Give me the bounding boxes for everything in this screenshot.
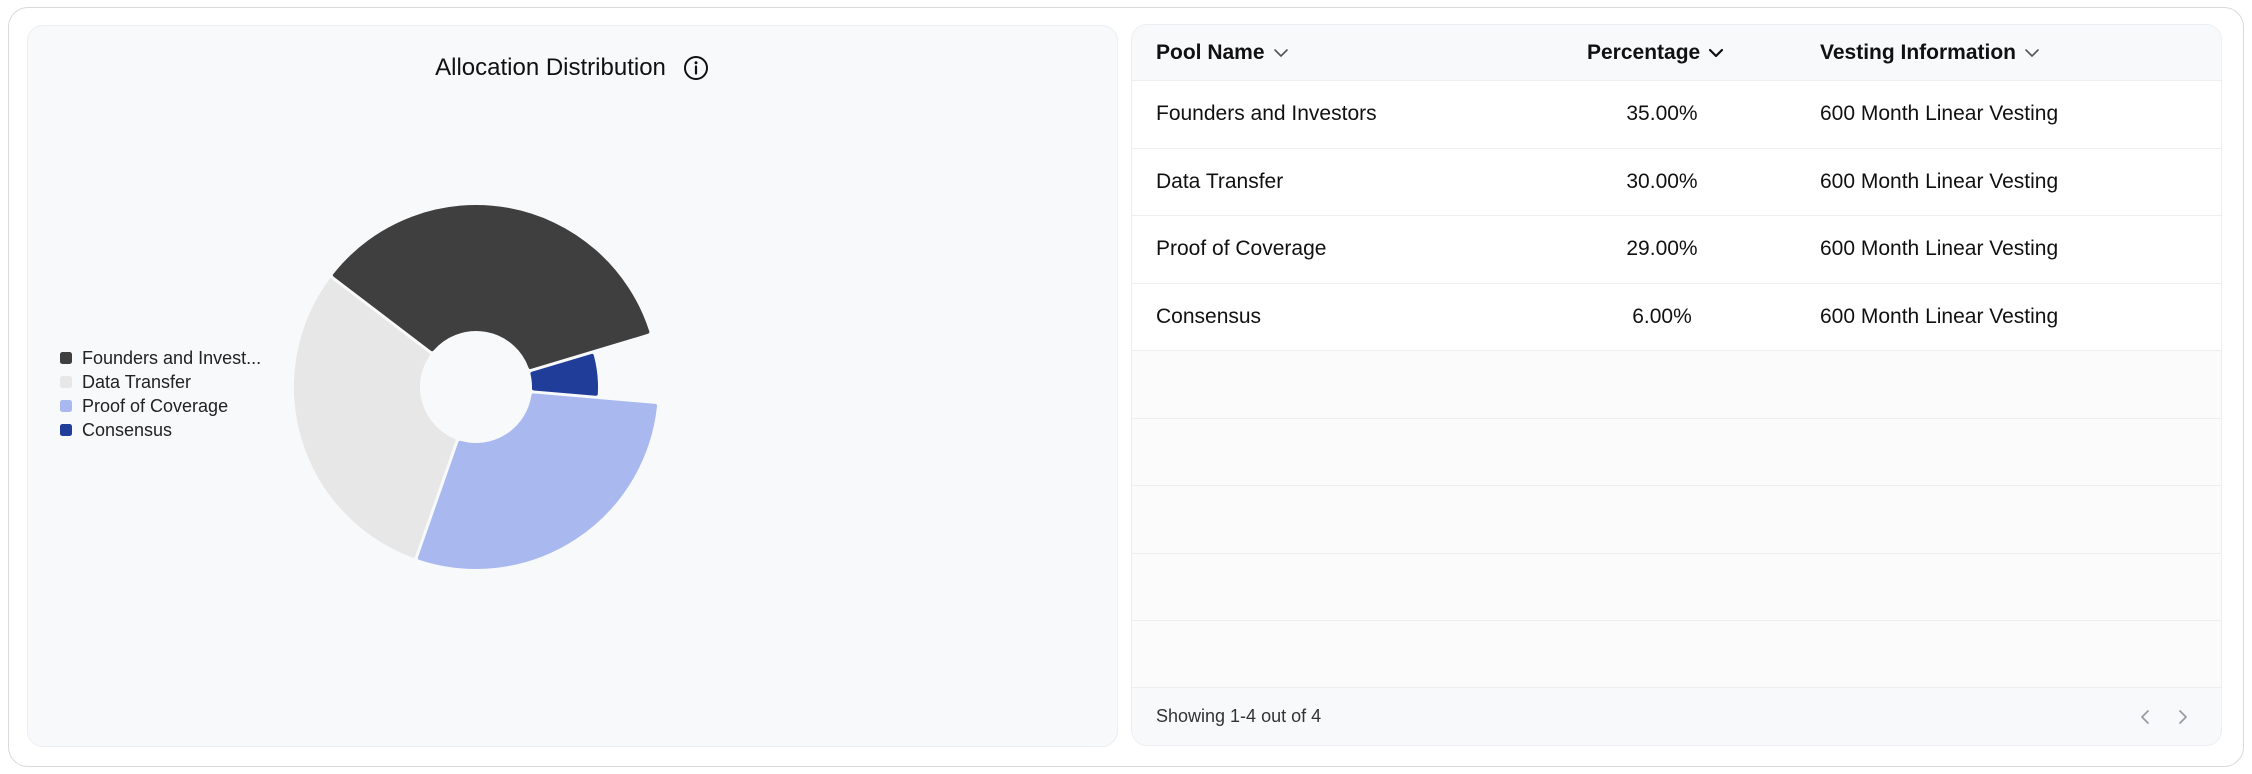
allocation-table-card: Pool Name Percentage Vesting Information…: [1131, 24, 2222, 746]
info-icon[interactable]: [682, 54, 710, 82]
cell-pool-name: Founders and Investors: [1156, 102, 1377, 126]
column-header-percentage[interactable]: Percentage: [1587, 25, 1724, 81]
legend-swatch: [60, 400, 72, 412]
pagination-summary: Showing 1-4 out of 4: [1156, 706, 1322, 726]
cell-pool-name: Consensus: [1156, 304, 1262, 328]
column-header-label: Pool Name: [1156, 41, 1265, 64]
pagination-controls: [2135, 688, 2193, 745]
column-header-label: Vesting Information: [1820, 41, 2017, 64]
chevron-left-icon[interactable]: [2135, 707, 2155, 727]
empty-row: [1132, 486, 2221, 554]
cell-vesting: 600 Month Linear Vesting: [1820, 304, 2059, 328]
allocation-chart-card: Allocation Distribution Founders and Inv…: [27, 25, 1118, 747]
table-row[interactable]: Founders and Investors 35.00% 600 Month …: [1132, 81, 2221, 149]
table-footer: Showing 1-4 out of 4: [1132, 687, 2221, 745]
chart-legend: Founders and Invest... Data Transfer Pro…: [60, 346, 261, 442]
empty-row: [1132, 553, 2221, 621]
legend-swatch: [60, 376, 72, 388]
slice-founders[interactable]: [332, 205, 650, 370]
slice-data-transfer[interactable]: [294, 278, 456, 558]
donut-chart: [294, 205, 658, 569]
legend-label: Founders and Invest...: [82, 347, 262, 368]
empty-row: [1132, 621, 2221, 689]
cell-vesting: 600 Month Linear Vesting: [1820, 237, 2059, 261]
chevron-right-icon[interactable]: [2173, 707, 2193, 727]
chevron-down-icon[interactable]: [1273, 48, 1289, 58]
cell-percentage: 30.00%: [1626, 169, 1698, 193]
table-row[interactable]: Data Transfer 30.00% 600 Month Linear Ve…: [1132, 148, 2221, 216]
legend-item[interactable]: Consensus: [60, 418, 261, 442]
legend-swatch: [60, 352, 72, 364]
legend-label: Data Transfer: [82, 371, 192, 392]
column-header-vesting[interactable]: Vesting Information: [1820, 25, 2040, 81]
legend-item[interactable]: Proof of Coverage: [60, 394, 261, 418]
table-header: Pool Name Percentage Vesting Information: [1132, 25, 2221, 81]
legend-swatch: [60, 424, 72, 436]
table-row[interactable]: Consensus 6.00% 600 Month Linear Vesting: [1132, 283, 2221, 351]
legend-label: Proof of Coverage: [82, 395, 229, 416]
chevron-down-icon[interactable]: [2024, 48, 2040, 58]
cell-percentage: 6.00%: [1632, 304, 1692, 328]
cell-percentage: 35.00%: [1626, 102, 1698, 126]
legend-label: Consensus: [82, 419, 173, 440]
legend-item[interactable]: Founders and Invest...: [60, 346, 261, 370]
cell-pool-name: Data Transfer: [1156, 169, 1284, 193]
column-header-label: Percentage: [1587, 41, 1701, 64]
cell-vesting: 600 Month Linear Vesting: [1820, 102, 2059, 126]
table-body: Founders and Investors 35.00% 600 Month …: [1132, 81, 2221, 689]
column-header-pool-name[interactable]: Pool Name: [1156, 25, 1289, 81]
chevron-down-icon[interactable]: [1708, 48, 1724, 58]
chart-header: Allocation Distribution: [28, 54, 1117, 82]
cell-pool-name: Proof of Coverage: [1156, 237, 1327, 261]
table-row[interactable]: Proof of Coverage 29.00% 600 Month Linea…: [1132, 216, 2221, 284]
chart-title: Allocation Distribution: [435, 54, 666, 81]
empty-row: [1132, 418, 2221, 486]
empty-row: [1132, 351, 2221, 419]
cell-vesting: 600 Month Linear Vesting: [1820, 169, 2059, 193]
slice-proof-of-coverage[interactable]: [417, 393, 658, 569]
legend-item[interactable]: Data Transfer: [60, 370, 261, 394]
slice-consensus[interactable]: [530, 353, 598, 396]
cell-percentage: 29.00%: [1626, 237, 1698, 261]
